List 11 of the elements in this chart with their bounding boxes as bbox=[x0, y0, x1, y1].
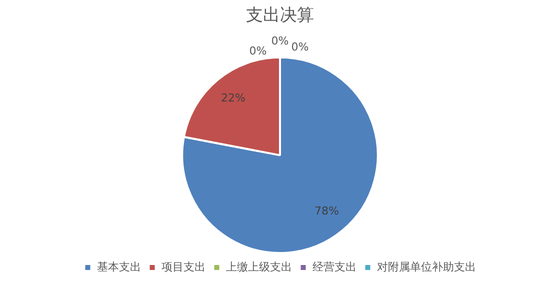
text: 0% bbox=[271, 34, 289, 48]
data-label: 22% bbox=[221, 92, 246, 105]
legend-label: 上缴上级支出 bbox=[226, 260, 292, 274]
legend-label: 对附属单位补助支出 bbox=[376, 260, 476, 274]
legend-label: 经营支出 bbox=[312, 260, 356, 274]
chart-title: 支出决算 bbox=[246, 6, 314, 26]
text: 0% bbox=[291, 40, 309, 54]
legend-label: 项目支出 bbox=[161, 260, 206, 274]
legend-label: 基本支出 bbox=[96, 260, 141, 274]
text: 0% bbox=[249, 44, 267, 58]
data-label: 78% bbox=[314, 204, 339, 218]
